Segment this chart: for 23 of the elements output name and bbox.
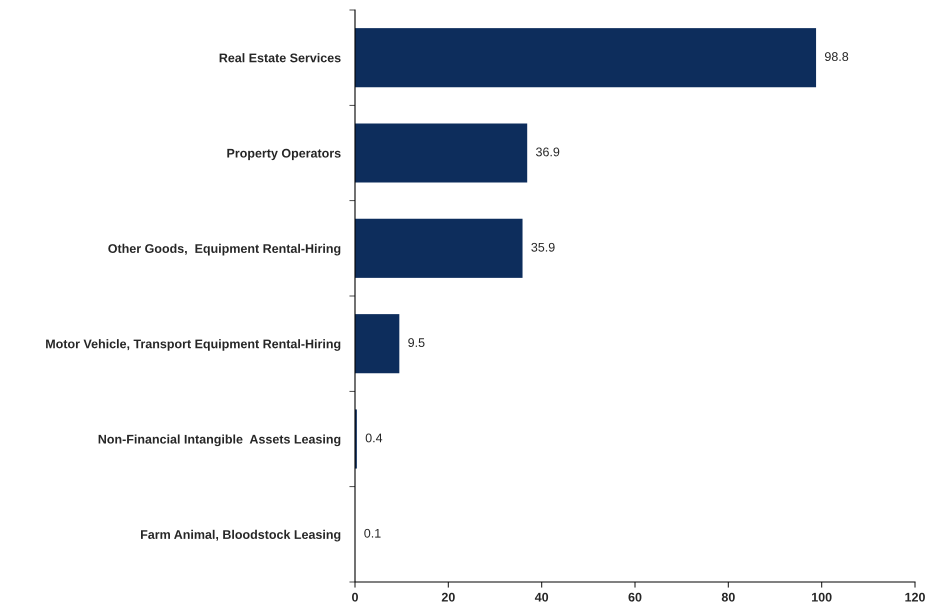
x-tick-label: 120 xyxy=(905,592,925,602)
data-label: 0.1 xyxy=(364,528,381,538)
x-tick-label: 40 xyxy=(534,592,548,602)
bar xyxy=(355,218,523,278)
data-label: 9.5 xyxy=(408,338,425,348)
y-tick-label: Farm Animal, Bloodstock Leasing xyxy=(141,530,340,542)
x-tick-label: 0 xyxy=(352,592,358,602)
y-tick-label: Property Operators xyxy=(227,148,341,160)
y-tick-label: Other Goods, Equipment Rental-Hiring xyxy=(108,244,340,256)
data-label: 0.4 xyxy=(366,434,382,442)
data-label: 36.9 xyxy=(536,148,560,156)
data-label: 98.8 xyxy=(824,52,848,62)
y-tick-label: Motor Vehicle, Transport Equipment Rental-Hiring xyxy=(46,339,340,351)
x-tick-label: 80 xyxy=(722,592,735,602)
bar xyxy=(355,123,528,183)
x-tick-label: 60 xyxy=(628,592,642,602)
bar xyxy=(355,314,400,374)
bar xyxy=(355,28,816,88)
x-tick-label: 20 xyxy=(442,592,455,602)
y-tick-label: Real Estate Services xyxy=(220,53,341,62)
y-tick-label: Non-Financial Intangible Assets Leasing xyxy=(98,434,340,446)
x-tick-label: 100 xyxy=(812,592,832,602)
data-label: 35.9 xyxy=(531,242,555,252)
